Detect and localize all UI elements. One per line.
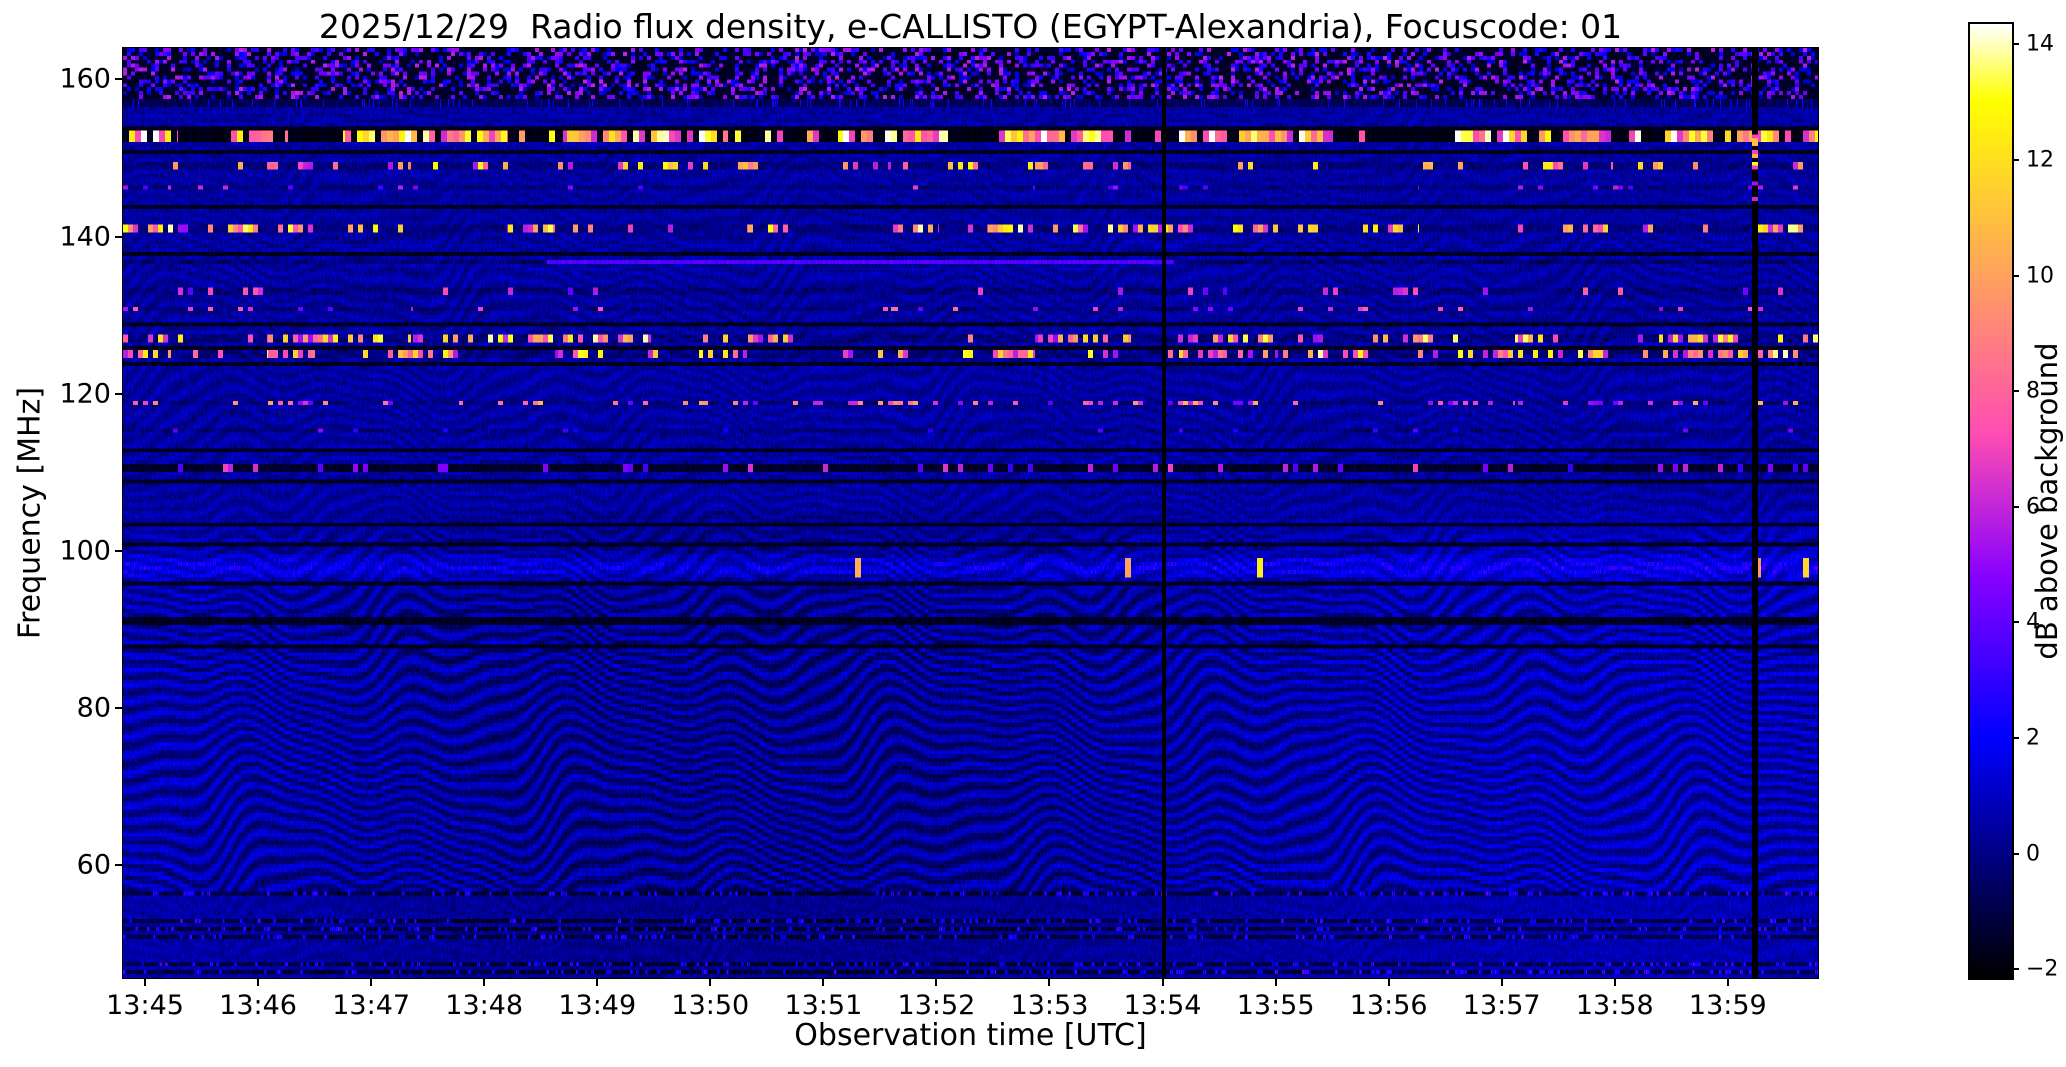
- y-axis-label: Frequency [MHz]: [12, 386, 48, 640]
- colorbar-tick-mark: [2012, 621, 2019, 624]
- x-tick-label: 13:57: [1462, 990, 1541, 1021]
- x-tick-label: 13:59: [1688, 990, 1767, 1021]
- y-tick-mark: [115, 706, 123, 709]
- x-tick-mark: [1500, 978, 1503, 986]
- colorbar-tick-label: 4: [2026, 609, 2040, 635]
- colorbar-tick-label: 8: [2026, 378, 2040, 404]
- x-tick-mark: [1387, 978, 1390, 986]
- x-tick-mark: [935, 978, 938, 986]
- colorbar-tick-mark: [2012, 390, 2019, 393]
- colorbar-tick-mark: [2012, 737, 2019, 740]
- x-tick-mark: [1048, 978, 1051, 986]
- x-tick-label: 13:54: [1123, 990, 1202, 1021]
- y-tick-mark: [115, 392, 123, 395]
- x-tick-label: 13:45: [106, 990, 184, 1021]
- y-tick-label: 60: [76, 849, 111, 881]
- colorbar-tick-mark: [2012, 43, 2019, 46]
- y-tick-label: 120: [59, 378, 111, 410]
- x-tick-label: 13:50: [671, 990, 750, 1021]
- colorbar-tick-label: 6: [2026, 494, 2040, 520]
- x-tick-mark: [822, 978, 825, 986]
- x-tick-mark: [483, 978, 486, 986]
- x-tick-mark: [596, 978, 599, 986]
- colorbar-tick-label: 14: [2026, 31, 2054, 57]
- x-tick-mark: [1161, 978, 1164, 986]
- colorbar-tick-mark: [2012, 968, 2019, 971]
- y-tick-label: 140: [59, 221, 111, 252]
- y-tick-label: 160: [59, 63, 111, 95]
- spectrogram-canvas: [122, 47, 1819, 979]
- x-tick-label: 13:51: [784, 990, 863, 1021]
- colorbar-tick-label: 12: [2026, 147, 2054, 173]
- colorbar-tick-mark: [2012, 274, 2019, 277]
- x-tick-mark: [1726, 978, 1729, 986]
- x-tick-mark: [709, 978, 712, 986]
- y-tick-mark: [115, 549, 123, 552]
- x-tick-label: 13:52: [897, 990, 976, 1021]
- x-axis-label: Observation time [UTC]: [794, 1018, 1147, 1053]
- y-tick-label: 80: [76, 692, 111, 724]
- colorbar-canvas: [1968, 22, 2014, 980]
- y-tick-mark: [115, 78, 123, 81]
- x-tick-label: 13:53: [1010, 990, 1089, 1021]
- colorbar-tick-label: 2: [2026, 725, 2040, 751]
- colorbar-tick-mark: [2012, 852, 2019, 855]
- x-tick-label: 13:49: [558, 990, 637, 1021]
- colorbar-tick-mark: [2012, 158, 2019, 161]
- chart-title: 2025/12/29 Radio flux density, e-CALLIST…: [318, 7, 1623, 46]
- x-tick-mark: [370, 978, 373, 986]
- x-tick-label: 13:47: [332, 990, 411, 1021]
- x-tick-label: 13:58: [1575, 990, 1654, 1021]
- x-tick-label: 13:55: [1236, 990, 1315, 1021]
- colorbar-tick-label: −2: [2026, 956, 2059, 982]
- x-tick-label: 13:56: [1349, 990, 1428, 1021]
- colorbar-tick-label: 10: [2026, 263, 2054, 288]
- x-tick-mark: [257, 978, 260, 986]
- x-tick-mark: [1613, 978, 1616, 986]
- x-tick-label: 13:48: [445, 990, 524, 1021]
- y-tick-mark: [115, 235, 123, 238]
- x-tick-label: 13:46: [219, 990, 297, 1021]
- colorbar-tick-mark: [2012, 505, 2019, 508]
- colorbar-tick-label: 0: [2026, 841, 2040, 867]
- y-tick-mark: [115, 863, 123, 866]
- x-tick-mark: [144, 978, 147, 986]
- x-tick-mark: [1274, 978, 1277, 986]
- y-tick-label: 100: [59, 535, 111, 567]
